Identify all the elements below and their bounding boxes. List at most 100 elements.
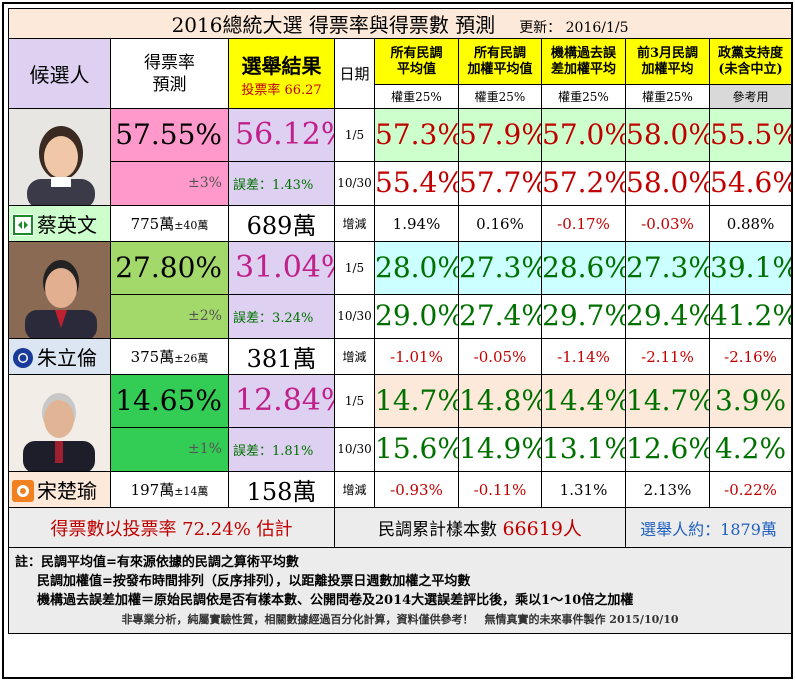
poll-value: 39.1%: [708, 241, 793, 295]
note-line-4: 非專業分析，純屬實驗性質，相關數據經過百分化計算，資料僅供參考！ 無情真實的未來…: [121, 612, 679, 626]
sample-label: 民調累計樣本數: [378, 520, 503, 540]
name-text: 蔡英文: [37, 213, 97, 237]
header-candidate: 候選人: [8, 38, 111, 109]
forecast-table: 2016總統大選 得票率與得票數 預測 更新： 2016/1/5 候選人 得票率 …: [7, 8, 793, 634]
poll-value: 3.9%: [708, 374, 793, 428]
date-cell: 10/30: [334, 426, 375, 473]
vote-count: 375萬±26萬: [110, 338, 229, 375]
count-value: 197萬: [130, 481, 175, 499]
result-error: 誤差：3.24%: [228, 293, 335, 340]
poll-value: 57.9%: [458, 108, 542, 162]
candidate-name: 蔡英文: [8, 205, 111, 242]
poll-value: 29.0%: [374, 293, 459, 340]
page-title: 2016總統大選 得票率與得票數 預測 更新： 2016/1/5: [7, 8, 793, 39]
candidate-name: 宋楚瑜: [8, 471, 111, 508]
poll-value: 28.6%: [541, 241, 626, 295]
poll-value: 4.2%: [708, 426, 793, 473]
change-label: 增減: [334, 205, 375, 242]
count-margin: ±26萬: [174, 352, 209, 365]
candidate-photo-chu: [8, 241, 111, 339]
name-text: 朱立倫: [37, 346, 97, 370]
count-value: 375萬: [130, 348, 175, 366]
poll-value: 28.0%: [374, 241, 459, 295]
vote-count: 775萬±40萬: [110, 205, 229, 242]
poll-value: 57.7%: [458, 160, 542, 207]
pred-rate: 57.55%: [110, 108, 229, 162]
change-value: -0.17%: [541, 205, 626, 242]
header-date: 日期: [334, 38, 375, 109]
poll-value: 14.7%: [625, 374, 710, 428]
count-value: 775萬: [130, 215, 175, 233]
weight-1: 權重25%: [374, 84, 459, 109]
actual-count: 158萬: [228, 471, 335, 508]
result-rate: 31.04%: [228, 241, 335, 295]
header-poll-avg: 所有民調 平均值: [374, 38, 459, 85]
poll-value: 58.0%: [625, 108, 710, 162]
count-margin: ±40萬: [174, 219, 209, 232]
note-line-2: 民調加權值=按發布時間排列（反序排列），以距離投票日週數加權之平均數: [37, 573, 471, 589]
date-cell: 10/30: [334, 293, 375, 340]
poll-value: 12.6%: [625, 426, 710, 473]
poll-value: 57.2%: [541, 160, 626, 207]
change-value: -0.05%: [458, 338, 542, 375]
change-value: 2.13%: [625, 471, 710, 508]
weight-4: 權重25%: [625, 84, 710, 109]
note-line-1: 註：民調平均值=有來源依據的民調之算術平均數: [15, 554, 299, 570]
header-result: 選舉結果 投票率 66.27: [228, 38, 335, 109]
result-error: 誤差：1.43%: [228, 160, 335, 207]
date-cell: 1/5: [334, 108, 375, 162]
poll-value: 29.7%: [541, 293, 626, 340]
actual-count: 381萬: [228, 338, 335, 375]
name-text: 宋楚瑜: [37, 479, 97, 503]
result-rate: 12.84%: [228, 374, 335, 428]
date-cell: 1/5: [334, 374, 375, 428]
poll-value: 15.6%: [374, 426, 459, 473]
result-error: 誤差：1.81%: [228, 426, 335, 473]
change-value: -0.03%: [625, 205, 710, 242]
weight-5: 參考用: [708, 84, 793, 109]
pred-margin: ±1%: [110, 426, 229, 473]
weight-3: 權重25%: [541, 84, 626, 109]
header-poll-weighted: 所有民調 加權平均值: [458, 38, 542, 85]
poll-value: 58.0%: [625, 160, 710, 207]
electorate-size: 選舉人約：1879萬: [624, 507, 793, 548]
candidate-name: 朱立倫: [8, 338, 111, 375]
change-value: -2.11%: [625, 338, 710, 375]
poll-value: 13.1%: [541, 426, 626, 473]
header-party: 政黨支持度 (未含中立): [708, 38, 793, 85]
change-value: 0.88%: [708, 205, 793, 242]
poll-value: 54.6%: [708, 160, 793, 207]
poll-value: 57.0%: [541, 108, 626, 162]
pred-margin: ±2%: [110, 293, 229, 340]
change-value: -2.16%: [708, 338, 793, 375]
turnout-note: 得票數以投票率 72.24% 估計: [8, 507, 335, 548]
change-value: -0.22%: [708, 471, 793, 508]
poll-value: 27.4%: [458, 293, 542, 340]
pred-rate: 27.80%: [110, 241, 229, 295]
change-value: -0.11%: [458, 471, 542, 508]
change-value: -1.01%: [374, 338, 459, 375]
change-label: 增減: [334, 338, 375, 375]
result-title: 選舉結果: [241, 53, 322, 78]
vote-count: 197萬±14萬: [110, 471, 229, 508]
actual-count: 689萬: [228, 205, 335, 242]
date-cell: 1/5: [334, 241, 375, 295]
count-margin: ±14萬: [174, 485, 209, 498]
poll-value: 41.2%: [708, 293, 793, 340]
change-value: 0.16%: [458, 205, 542, 242]
dpp-emblem-icon: [12, 214, 34, 236]
poll-value: 29.4%: [625, 293, 710, 340]
poll-value: 55.5%: [708, 108, 793, 162]
notes: 註：民調平均值=有來源依據的民調之算術平均數 民調加權值=按發布時間排列（反序排…: [7, 547, 793, 634]
pfp-emblem-icon: [12, 480, 34, 502]
result-rate: 56.12%: [228, 108, 335, 162]
change-value: -1.14%: [541, 338, 626, 375]
poll-value: 27.3%: [625, 241, 710, 295]
change-value: -0.93%: [374, 471, 459, 508]
header-agency-err: 機構過去誤 差加權平均: [541, 38, 626, 85]
result-turnout: 投票率 66.27: [241, 82, 322, 98]
candidate-photo-soong: [8, 374, 111, 472]
sample-size: 民調累計樣本數 66619人: [334, 507, 626, 548]
pred-rate: 14.65%: [110, 374, 229, 428]
